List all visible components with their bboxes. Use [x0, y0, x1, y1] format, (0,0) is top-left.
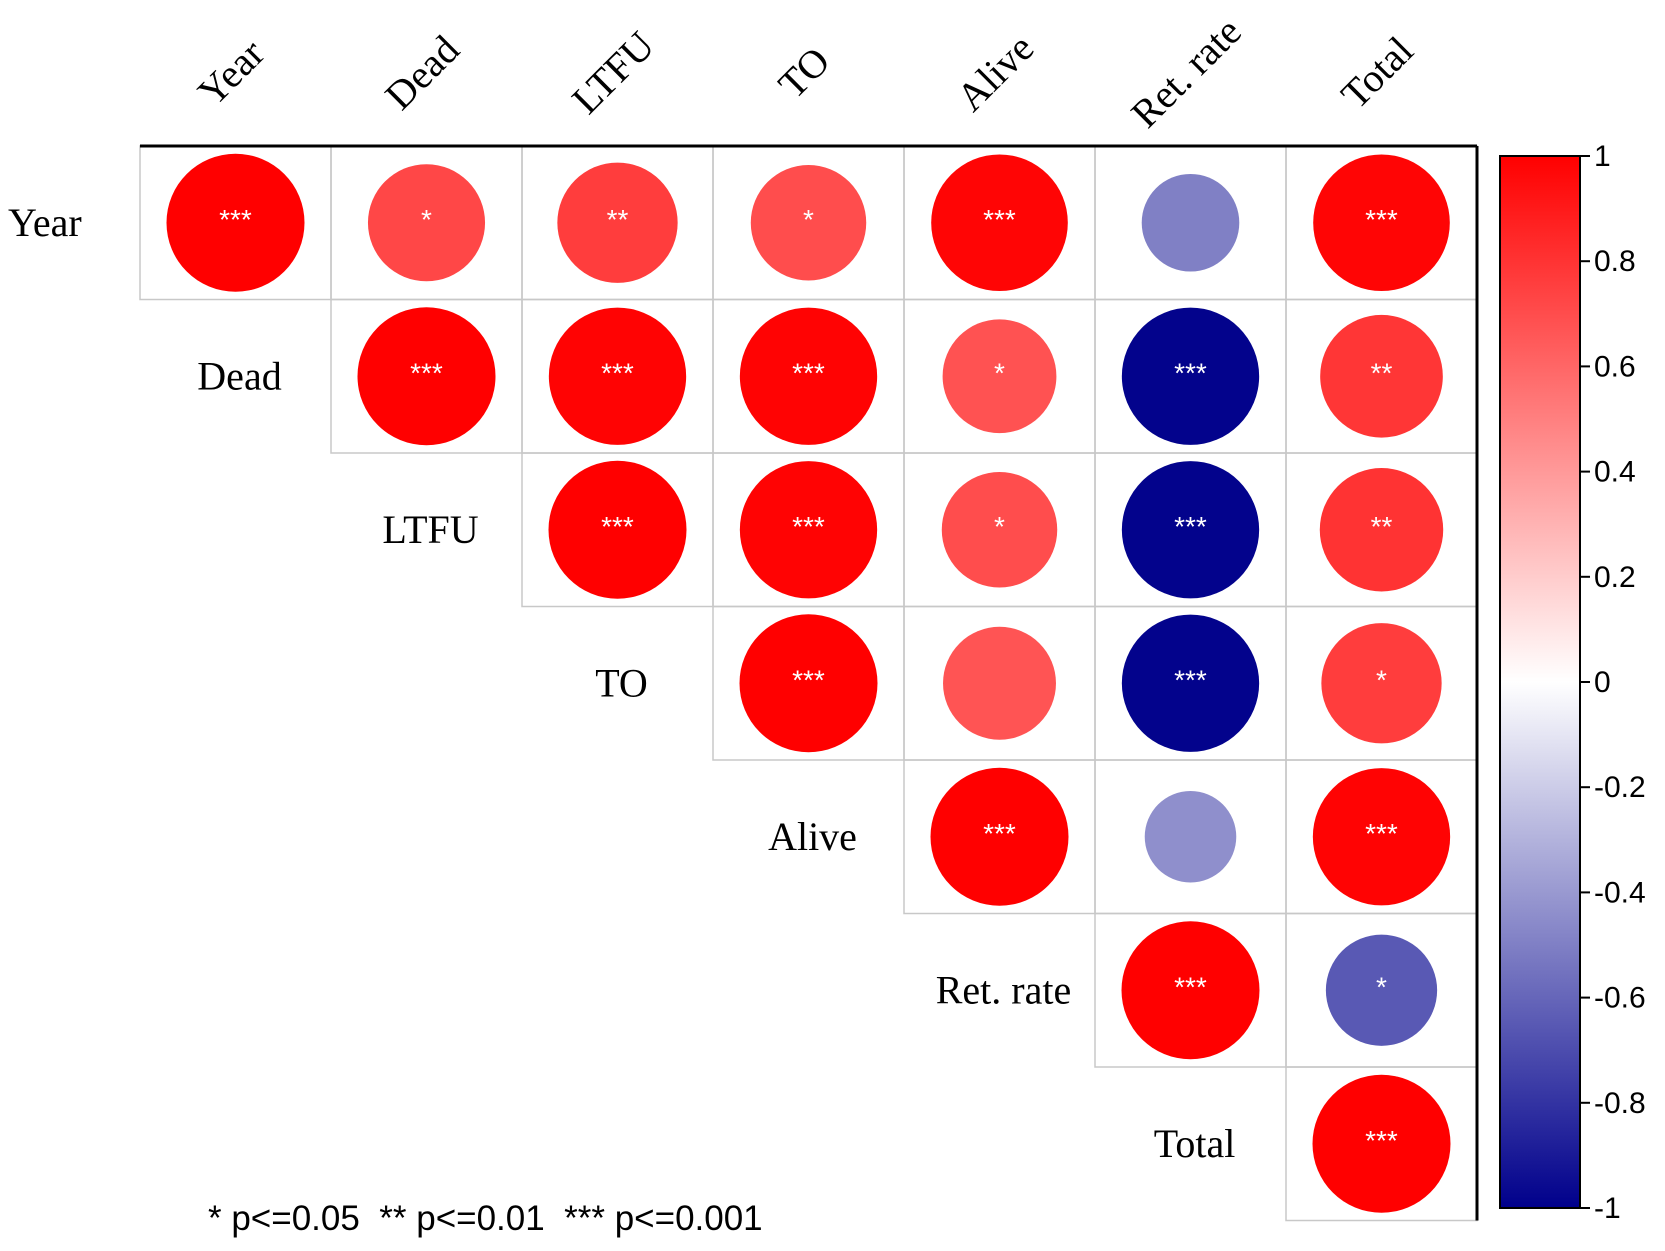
corr-circle-to-ret-rate	[1121, 614, 1260, 752]
sig-stars-to-to: ***	[792, 664, 825, 695]
colorbar-tick-label: 1	[1594, 140, 1611, 173]
colorbar: 1 0.8 0.6 0.4 0.2 0 -0.2 -0.4 -0.6 -0.8 -1	[1499, 140, 1646, 1225]
sig-stars-ltfu-total: **	[1371, 511, 1393, 542]
corr-circle-year-total	[1313, 154, 1450, 292]
sig-stars-year-total: ***	[1365, 204, 1398, 235]
sig-stars-ret-rate-ret-rate: ***	[1174, 971, 1207, 1002]
column-label-ltfu: LTFU	[563, 22, 663, 122]
colorbar-tick-label: -0.6	[1594, 982, 1646, 1015]
colorbar-tick-label: 0	[1594, 666, 1611, 699]
corr-circle-year-alive	[931, 154, 1068, 292]
sig-stars-year-dead: *	[421, 204, 432, 235]
row-label-to: TO	[595, 660, 648, 705]
row-label-alive: Alive	[768, 814, 857, 859]
sig-stars-ret-rate-total: *	[1376, 971, 1387, 1002]
corr-circle-ltfu-ret-rate	[1121, 461, 1260, 599]
corr-circle-year-dead	[367, 164, 486, 282]
column-label-total: Total	[1332, 28, 1422, 118]
column-label-to: TO	[769, 38, 838, 107]
column-label-ret-rate: Ret. rate	[1122, 9, 1250, 137]
grid-layer	[139, 144, 1479, 1222]
sig-stars-ltfu-to: ***	[792, 511, 825, 542]
colorbar-gradient	[1499, 155, 1581, 1209]
sig-stars-year-year: ***	[219, 204, 252, 235]
row-label-year: Year	[8, 200, 82, 245]
corr-circle-dead-dead	[357, 307, 496, 446]
sig-stars-dead-dead: ***	[410, 357, 443, 388]
corr-circle-year-ret-rate	[1141, 173, 1240, 272]
corr-circle-year-ltfu	[557, 162, 678, 283]
corr-circle-year-year	[166, 153, 305, 292]
sig-stars-dead-alive: *	[994, 357, 1005, 388]
corr-circle-dead-alive	[942, 319, 1057, 434]
sig-stars-dead-total: **	[1371, 357, 1393, 388]
significance-legend: * p<=0.05 ** p<=0.01 *** p<=0.001	[208, 1199, 763, 1238]
column-label-alive: Alive	[948, 25, 1043, 120]
corr-circle-dead-total	[1320, 314, 1443, 438]
sig-stars-alive-alive: ***	[983, 818, 1016, 849]
corr-circle-ltfu-total	[1319, 468, 1444, 592]
corr-circle-to-to	[739, 614, 878, 753]
sig-stars-dead-ret-rate: ***	[1174, 357, 1207, 388]
colorbar-tick-label: 0.8	[1594, 245, 1636, 278]
column-label-dead: Dead	[376, 27, 468, 119]
sig-stars-ltfu-ret-rate: ***	[1174, 511, 1207, 542]
corr-circle-dead-ret-rate	[1121, 307, 1260, 445]
colorbar-tick-label: -0.4	[1594, 876, 1646, 909]
sig-stars-dead-ltfu: ***	[601, 357, 634, 388]
corr-circle-alive-alive	[930, 767, 1069, 906]
sig-stars-year-to: *	[803, 204, 814, 235]
corr-circle-ret-rate-total	[1325, 934, 1438, 1046]
colorbar-tick-label: -1	[1594, 1192, 1621, 1225]
corr-circle-ltfu-to	[739, 461, 878, 599]
row-label-total: Total	[1154, 1121, 1236, 1166]
colorbar-tick-label: 0.2	[1594, 561, 1636, 594]
corr-circle-to-total	[1321, 623, 1442, 744]
corr-circle-ltfu-ltfu	[548, 460, 687, 599]
colorbar-tick-label: -0.8	[1594, 1087, 1646, 1120]
colorbar-tick-label: 0.4	[1594, 456, 1636, 489]
sig-stars-year-alive: ***	[983, 204, 1016, 235]
corr-circle-alive-ret-rate	[1144, 790, 1237, 883]
row-label-ret-rate: Ret. rate	[936, 967, 1072, 1012]
sig-stars-ltfu-ltfu: ***	[601, 511, 634, 542]
sig-stars-year-ltfu: **	[607, 204, 629, 235]
circle-layer: *** * ** * *** ****** *** *** * *** ***** *** * *** **…	[166, 153, 1451, 1213]
corr-circle-ltfu-alive	[941, 472, 1058, 588]
sig-stars-total-total: ***	[1365, 1125, 1398, 1156]
row-label-dead: Dead	[197, 353, 281, 398]
corr-circle-dead-ltfu	[548, 307, 687, 445]
row-label-ltfu: LTFU	[382, 507, 478, 552]
corr-circle-alive-total	[1312, 768, 1451, 906]
column-label-year: Year	[189, 30, 273, 114]
corr-circle-ret-rate-ret-rate	[1121, 921, 1260, 1060]
colorbar-tick-label: -0.2	[1594, 771, 1646, 804]
sig-stars-alive-total: ***	[1365, 818, 1398, 849]
corr-circle-dead-to	[739, 307, 878, 445]
corr-circle-year-to	[750, 165, 867, 281]
sig-stars-dead-to: ***	[792, 357, 825, 388]
sig-stars-to-total: *	[1376, 664, 1387, 695]
sig-stars-ltfu-alive: *	[994, 511, 1005, 542]
colorbar-tick-label: 0.6	[1594, 350, 1636, 383]
corr-circle-to-alive	[943, 626, 1056, 740]
corr-circle-total-total	[1312, 1074, 1451, 1213]
sig-stars-to-ret-rate: ***	[1174, 664, 1207, 695]
